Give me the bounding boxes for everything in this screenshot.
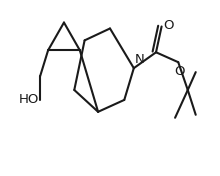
Text: O: O <box>174 65 184 78</box>
Text: N: N <box>135 53 145 66</box>
Text: O: O <box>164 19 174 32</box>
Text: HO: HO <box>19 93 39 106</box>
